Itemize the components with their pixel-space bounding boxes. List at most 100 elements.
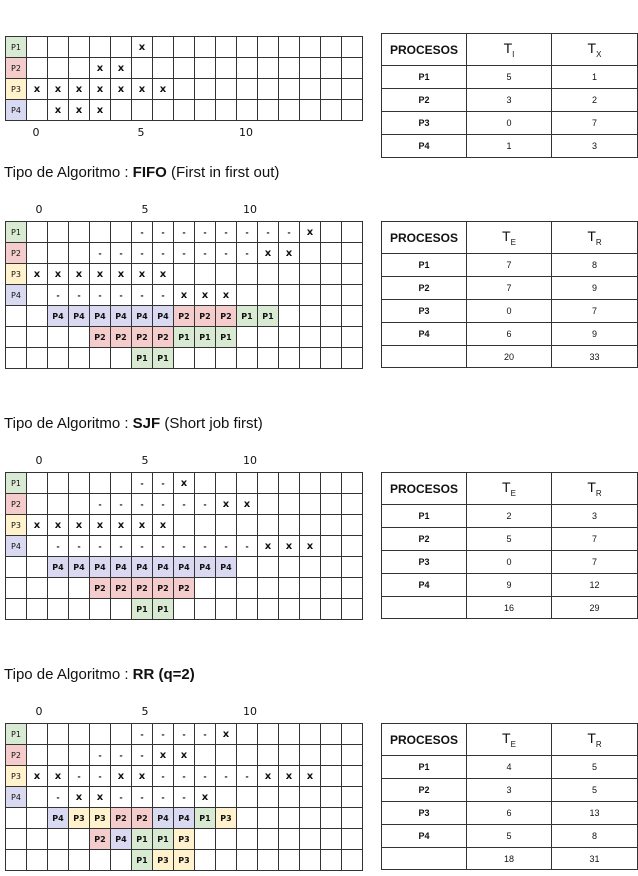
empty-cell xyxy=(89,598,111,620)
wait-cell: - xyxy=(215,221,237,243)
wait-cell: - xyxy=(152,786,174,808)
table-row: P3 0 7 xyxy=(381,299,638,323)
rr-time-axis: 0 5 10 xyxy=(5,705,341,719)
empty-cell xyxy=(299,284,321,306)
table-header-row: PROCESOS TI TX xyxy=(381,33,638,66)
sjf-title: Tipo de Algoritmo : SJF (Short job first… xyxy=(4,415,263,432)
total-cell xyxy=(381,345,467,368)
empty-cell xyxy=(89,347,111,369)
empty-cell xyxy=(68,242,90,264)
queue-cell: P4 xyxy=(131,305,153,327)
wait-cell: - xyxy=(236,221,258,243)
execution-cell: x xyxy=(110,263,132,285)
process-name-cell: P1 xyxy=(381,755,467,779)
total-cell: 16 xyxy=(466,596,552,619)
empty-cell xyxy=(299,577,321,599)
wait-cell: - xyxy=(152,221,174,243)
execution-cell: x xyxy=(47,78,69,100)
empty-cell xyxy=(26,242,48,264)
wait-cell: - xyxy=(152,535,174,557)
empty-cell xyxy=(236,514,258,536)
execution-cell: x xyxy=(131,263,153,285)
empty-cell xyxy=(278,493,300,515)
table-row: P2 3 5 xyxy=(381,778,638,802)
header-symbol: T xyxy=(587,40,597,57)
empty-cell xyxy=(215,57,237,79)
empty-cell xyxy=(194,99,216,121)
empty-cell xyxy=(26,723,48,745)
empty-cell xyxy=(299,786,321,808)
execution-cell: x xyxy=(236,493,258,515)
empty-cell xyxy=(236,78,258,100)
execution-cell: x xyxy=(47,514,69,536)
total-cell: 29 xyxy=(551,596,638,619)
empty-cell xyxy=(320,765,342,787)
empty-cell xyxy=(68,347,90,369)
time-value-cell: 0 xyxy=(466,299,552,323)
empty-cell xyxy=(320,57,342,79)
empty-cell xyxy=(278,263,300,285)
empty-cell xyxy=(257,263,279,285)
rr-process-table: PROCESOS TE TR P1 4 5 P2 3 5 P3 6 13 P4 5 8 18 31 xyxy=(381,723,638,870)
empty-cell xyxy=(110,598,132,620)
sjf-time-axis: 0 5 10 xyxy=(5,454,341,468)
queue-cell: P4 xyxy=(68,305,90,327)
queue-cell: P1 xyxy=(131,828,153,850)
execution-cell: x xyxy=(26,263,48,285)
empty-cell xyxy=(341,723,363,745)
wait-cell: - xyxy=(110,786,132,808)
execution-cell: x xyxy=(173,472,195,494)
queue-cell: P1 xyxy=(194,807,216,829)
empty-cell xyxy=(299,556,321,578)
empty-cell xyxy=(215,577,237,599)
empty-cell xyxy=(299,493,321,515)
sjf-title-algorithm: SJF xyxy=(132,415,161,432)
wait-cell: - xyxy=(257,221,279,243)
process-name-cell: P3 xyxy=(381,550,467,574)
empty-cell xyxy=(320,807,342,829)
empty-cell xyxy=(341,242,363,264)
input-time-axis: 0 5 10 xyxy=(5,126,341,140)
wait-cell: - xyxy=(236,535,258,557)
empty-cell xyxy=(26,305,48,327)
header-subscript: E xyxy=(510,739,516,749)
header-subscript: R xyxy=(595,488,602,498)
time-value-cell: 9 xyxy=(551,276,638,300)
process-name-cell: P1 xyxy=(381,253,467,277)
empty-cell xyxy=(68,57,90,79)
execution-cell: x xyxy=(68,514,90,536)
gantt-row: P1 P1 xyxy=(5,347,363,369)
empty-cell xyxy=(152,99,174,121)
total-cell: 33 xyxy=(551,345,638,368)
empty-cell xyxy=(194,828,216,850)
queue-cell: P2 xyxy=(173,577,195,599)
process-label-cell: P4 xyxy=(5,99,27,121)
empty-cell xyxy=(26,849,48,871)
empty-cell xyxy=(194,744,216,766)
empty-cell xyxy=(320,305,342,327)
wait-cell: - xyxy=(131,535,153,557)
process-label-cell xyxy=(5,828,27,850)
wait-cell: - xyxy=(89,535,111,557)
empty-cell xyxy=(236,849,258,871)
wait-cell: - xyxy=(194,242,216,264)
empty-cell xyxy=(257,57,279,79)
queue-cell: P2 xyxy=(89,577,111,599)
execution-cell: x xyxy=(299,221,321,243)
time-value-cell: 5 xyxy=(551,778,638,802)
process-label-cell xyxy=(5,577,27,599)
process-name-cell: P1 xyxy=(381,504,467,528)
execution-cell: x xyxy=(89,99,111,121)
empty-cell xyxy=(68,472,90,494)
empty-cell xyxy=(26,744,48,766)
empty-cell xyxy=(299,242,321,264)
process-label-cell: P2 xyxy=(5,493,27,515)
header-subscript: E xyxy=(510,237,516,247)
empty-cell xyxy=(47,849,69,871)
wait-cell: - xyxy=(89,242,111,264)
header-time-column: TR xyxy=(551,221,638,254)
header-subscript: I xyxy=(512,49,515,59)
queue-cell: P2 xyxy=(131,807,153,829)
execution-cell: x xyxy=(194,284,216,306)
empty-cell xyxy=(299,744,321,766)
